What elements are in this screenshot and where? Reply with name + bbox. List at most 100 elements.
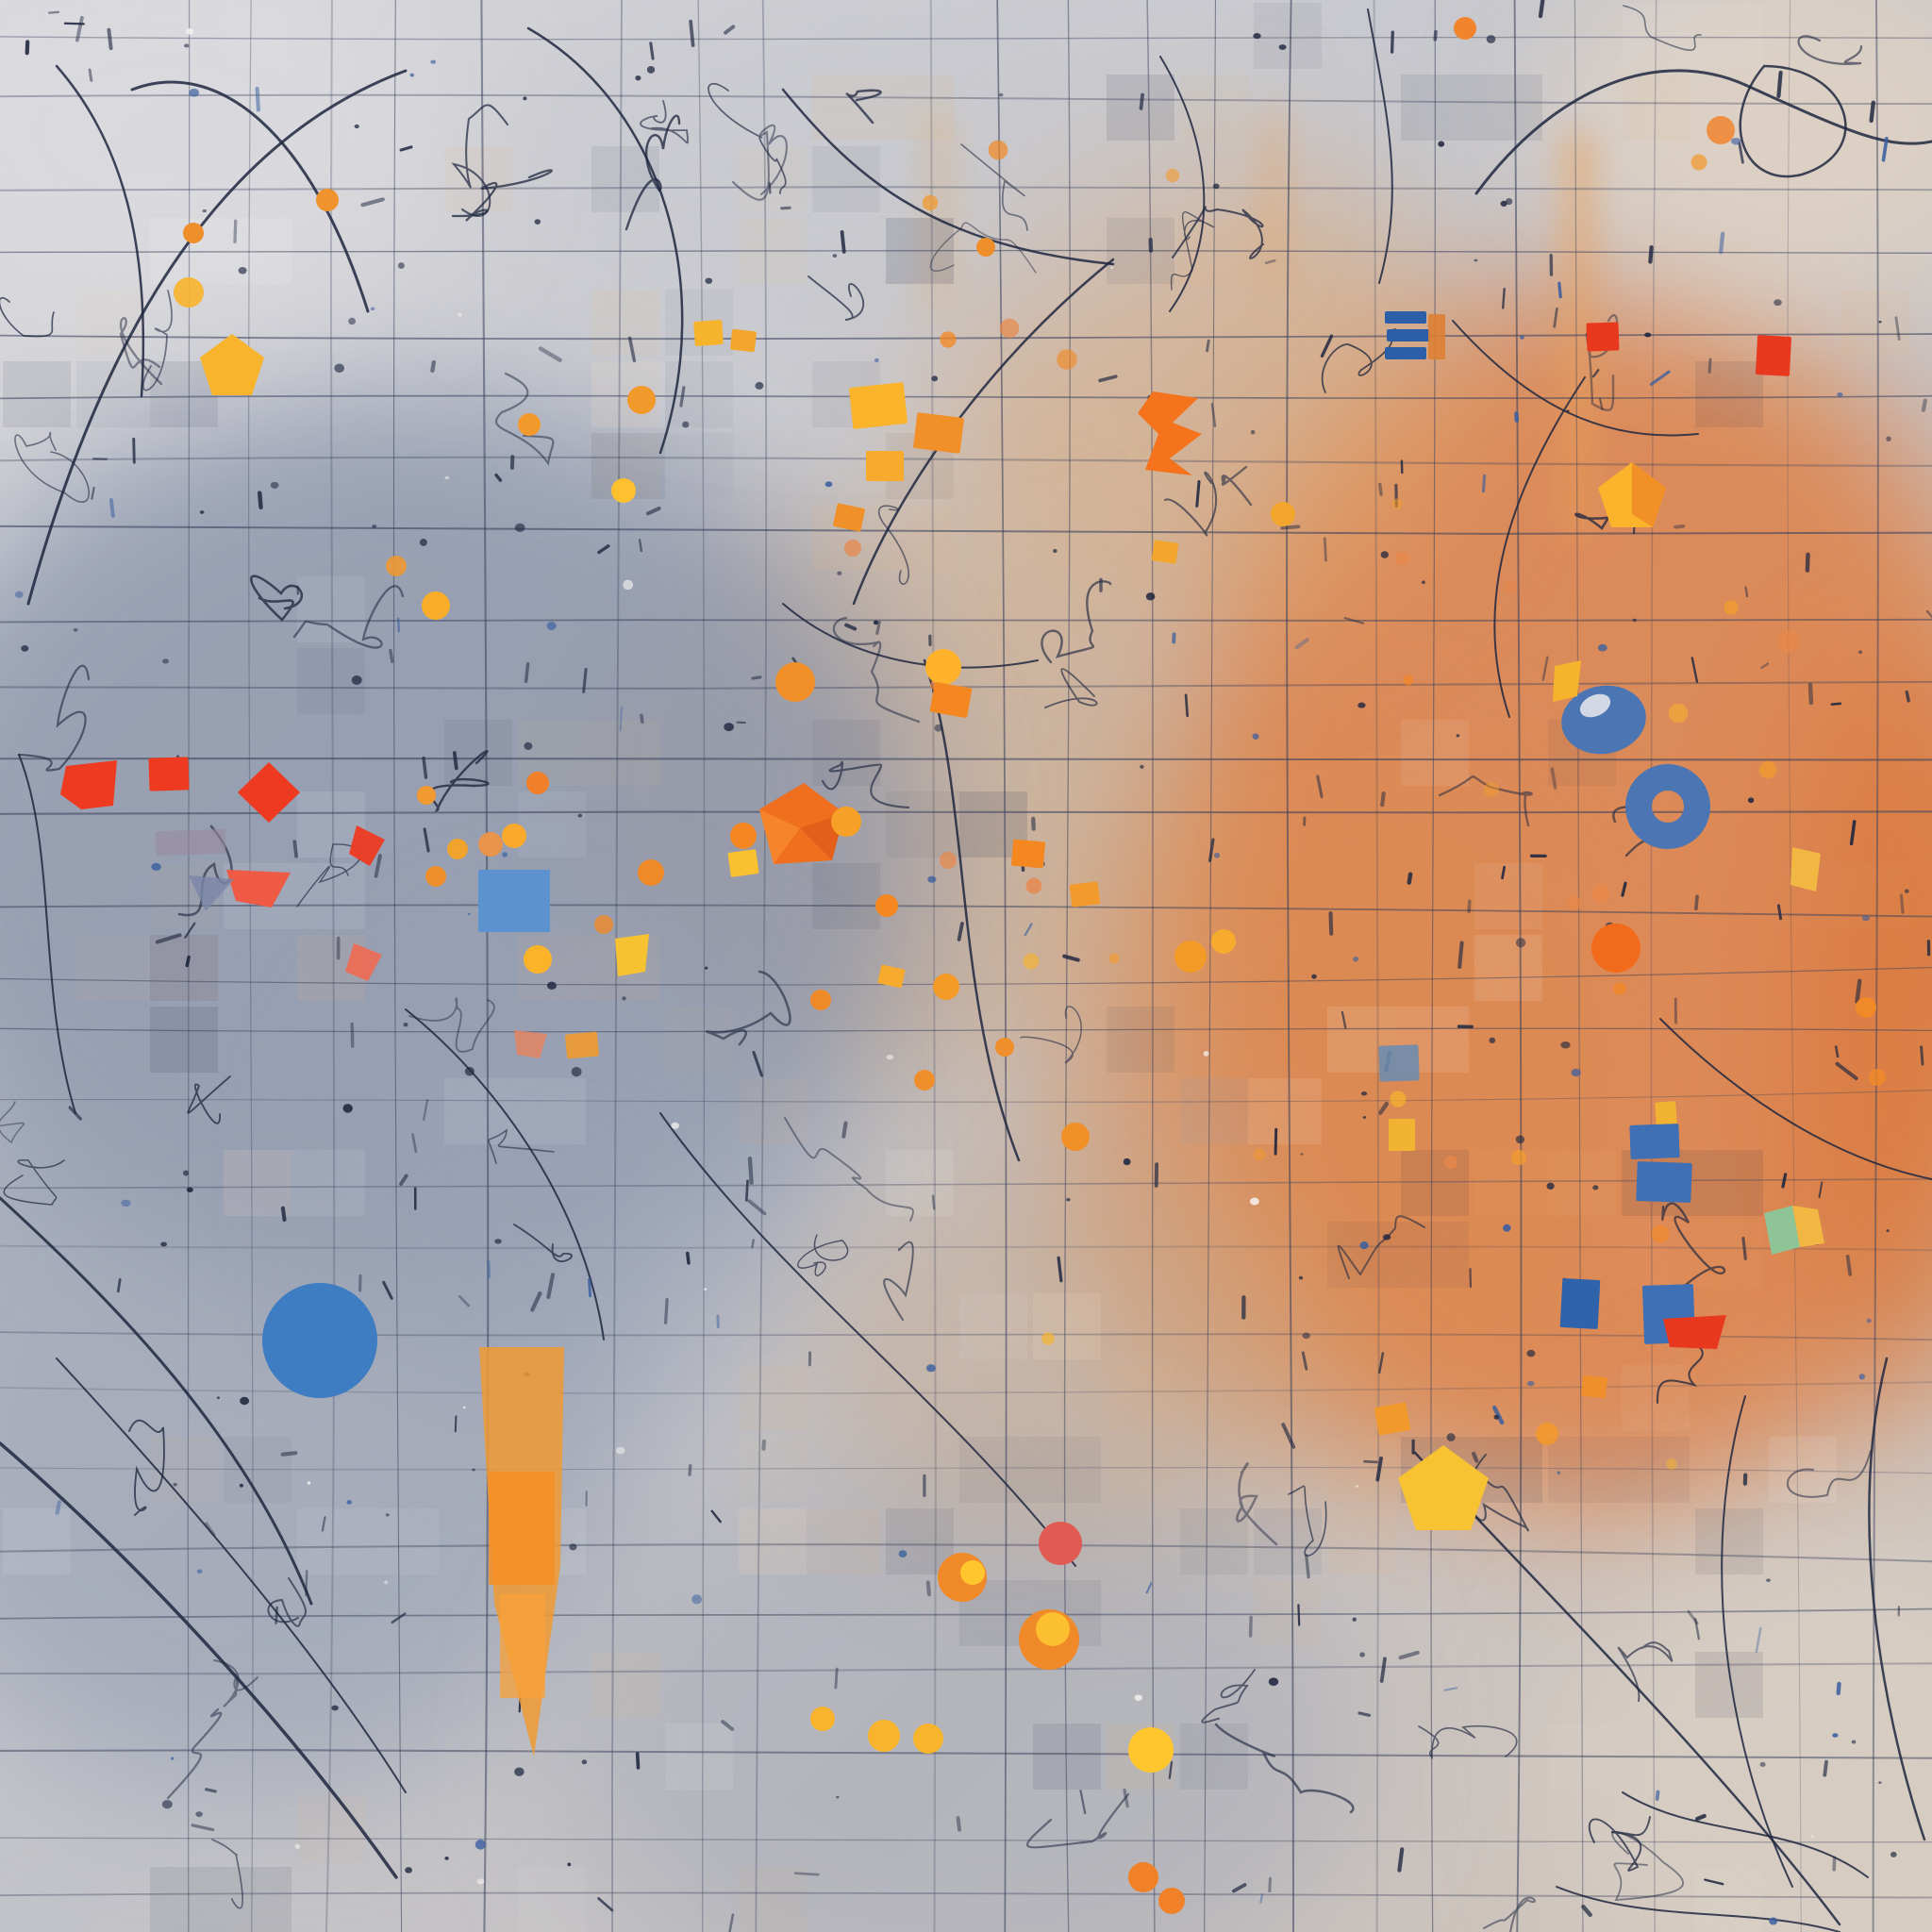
wash-band [923,113,957,311]
tick-mark [768,181,772,194]
ink-squiggle [877,505,909,585]
tick-mark [686,1251,691,1265]
ink-stroke [1868,1357,1926,1841]
ink-dot [1769,1917,1778,1925]
tick-mark [191,1824,215,1832]
tick-mark [1481,474,1487,493]
ink-dot [1438,141,1445,147]
tick-mark [1849,820,1857,846]
ink-dot [189,88,200,97]
ink-stroke [1721,1395,1793,1888]
ink-squiggle [1656,1336,1704,1405]
ink-dot [1140,764,1144,769]
mosaic-tile [518,1867,586,1932]
feature-rect [1586,322,1620,352]
ink-dot [1493,1414,1500,1420]
feature-circle [976,238,995,257]
tick-mark [1920,1045,1924,1066]
tick-mark [185,955,191,968]
ink-squiggle [249,575,304,622]
tick-mark [487,1259,491,1279]
ink-squiggle [211,1839,243,1909]
orange-speckle [1666,1458,1677,1470]
feature-circle [1869,1069,1886,1086]
ink-dot [467,912,471,916]
grid-horizontal-line [0,1607,1932,1620]
ink-squiggle [1214,1723,1355,1814]
ink-dot [1249,1197,1259,1206]
feature-rect [833,503,865,532]
tick-mark [1538,0,1545,19]
tick-mark [957,922,964,941]
ink-dot [1456,734,1460,738]
ink-dot [185,28,194,35]
ink-dot [1359,1241,1369,1250]
mosaic-tile [1254,1508,1322,1574]
ink-dot [514,523,525,533]
ink-dot [1866,1318,1872,1324]
tick-mark [1145,1582,1153,1594]
ink-dot [173,1482,177,1487]
ink-dot [502,852,508,858]
mosaic-tile [591,146,659,212]
mosaic-tile [1548,1150,1616,1216]
orange-speckle [1023,953,1040,970]
ink-squiggle [625,114,681,231]
feature-circle [1128,1727,1174,1773]
feature-circle [316,189,339,211]
ink-squiggle [784,1117,914,1222]
tick-mark [530,1291,542,1312]
ink-stroke [1159,56,1206,312]
ink-squiggle [1020,1006,1082,1064]
tick-mark [1062,954,1080,962]
feature-rect [500,1594,545,1698]
ink-squiggle [14,431,91,503]
tick-mark [55,1500,62,1515]
tick-mark [1390,30,1394,54]
tick-mark [649,42,655,60]
tick-mark [1674,524,1686,529]
tick-mark [68,1106,82,1121]
ink-dot [514,1767,525,1776]
feature-rect [727,849,759,877]
ink-dot [162,658,169,664]
mosaic-tile [1327,1508,1395,1574]
tick-mark [1363,1459,1378,1464]
feature-rect [929,682,973,718]
ink-dot [931,375,939,382]
ink-dot [1837,391,1843,397]
ink-dot [1489,1037,1496,1044]
tick-mark [1491,1405,1505,1425]
ink-stroke [55,64,145,398]
tick-mark [1377,1352,1385,1374]
tick-mark [132,437,136,464]
grid-vertical-line [1430,0,1436,1932]
mosaic-tile [1622,1222,1763,1288]
feature-ring [1625,764,1710,849]
tick-mark [88,68,93,82]
grid-horizontal-line [0,618,1932,624]
feature-circle [1536,1423,1558,1445]
ink-squiggle [1221,465,1253,507]
tick-mark [1407,872,1413,885]
feature-polygon [238,762,300,823]
feature-circle [831,807,861,837]
ink-dot [1832,1733,1839,1738]
mosaic-tile [150,218,291,284]
grid-horizontal-line [0,1090,1932,1103]
tick-mark [47,10,60,14]
mosaic-tile [665,1724,733,1790]
ink-dot [524,741,533,750]
tick-mark [1781,1173,1788,1189]
feature-circle [875,894,898,917]
squiggle-layer [0,5,1932,1932]
ink-squiggle [832,616,921,724]
ink-dot [405,1867,413,1874]
ink-dot [824,481,833,488]
feature-circle [1211,929,1236,954]
tick-mark [107,27,113,51]
ink-dot [832,254,838,258]
ink-dot [1858,650,1863,654]
feature-circle [1128,1862,1158,1892]
mosaic-tile [665,433,733,499]
